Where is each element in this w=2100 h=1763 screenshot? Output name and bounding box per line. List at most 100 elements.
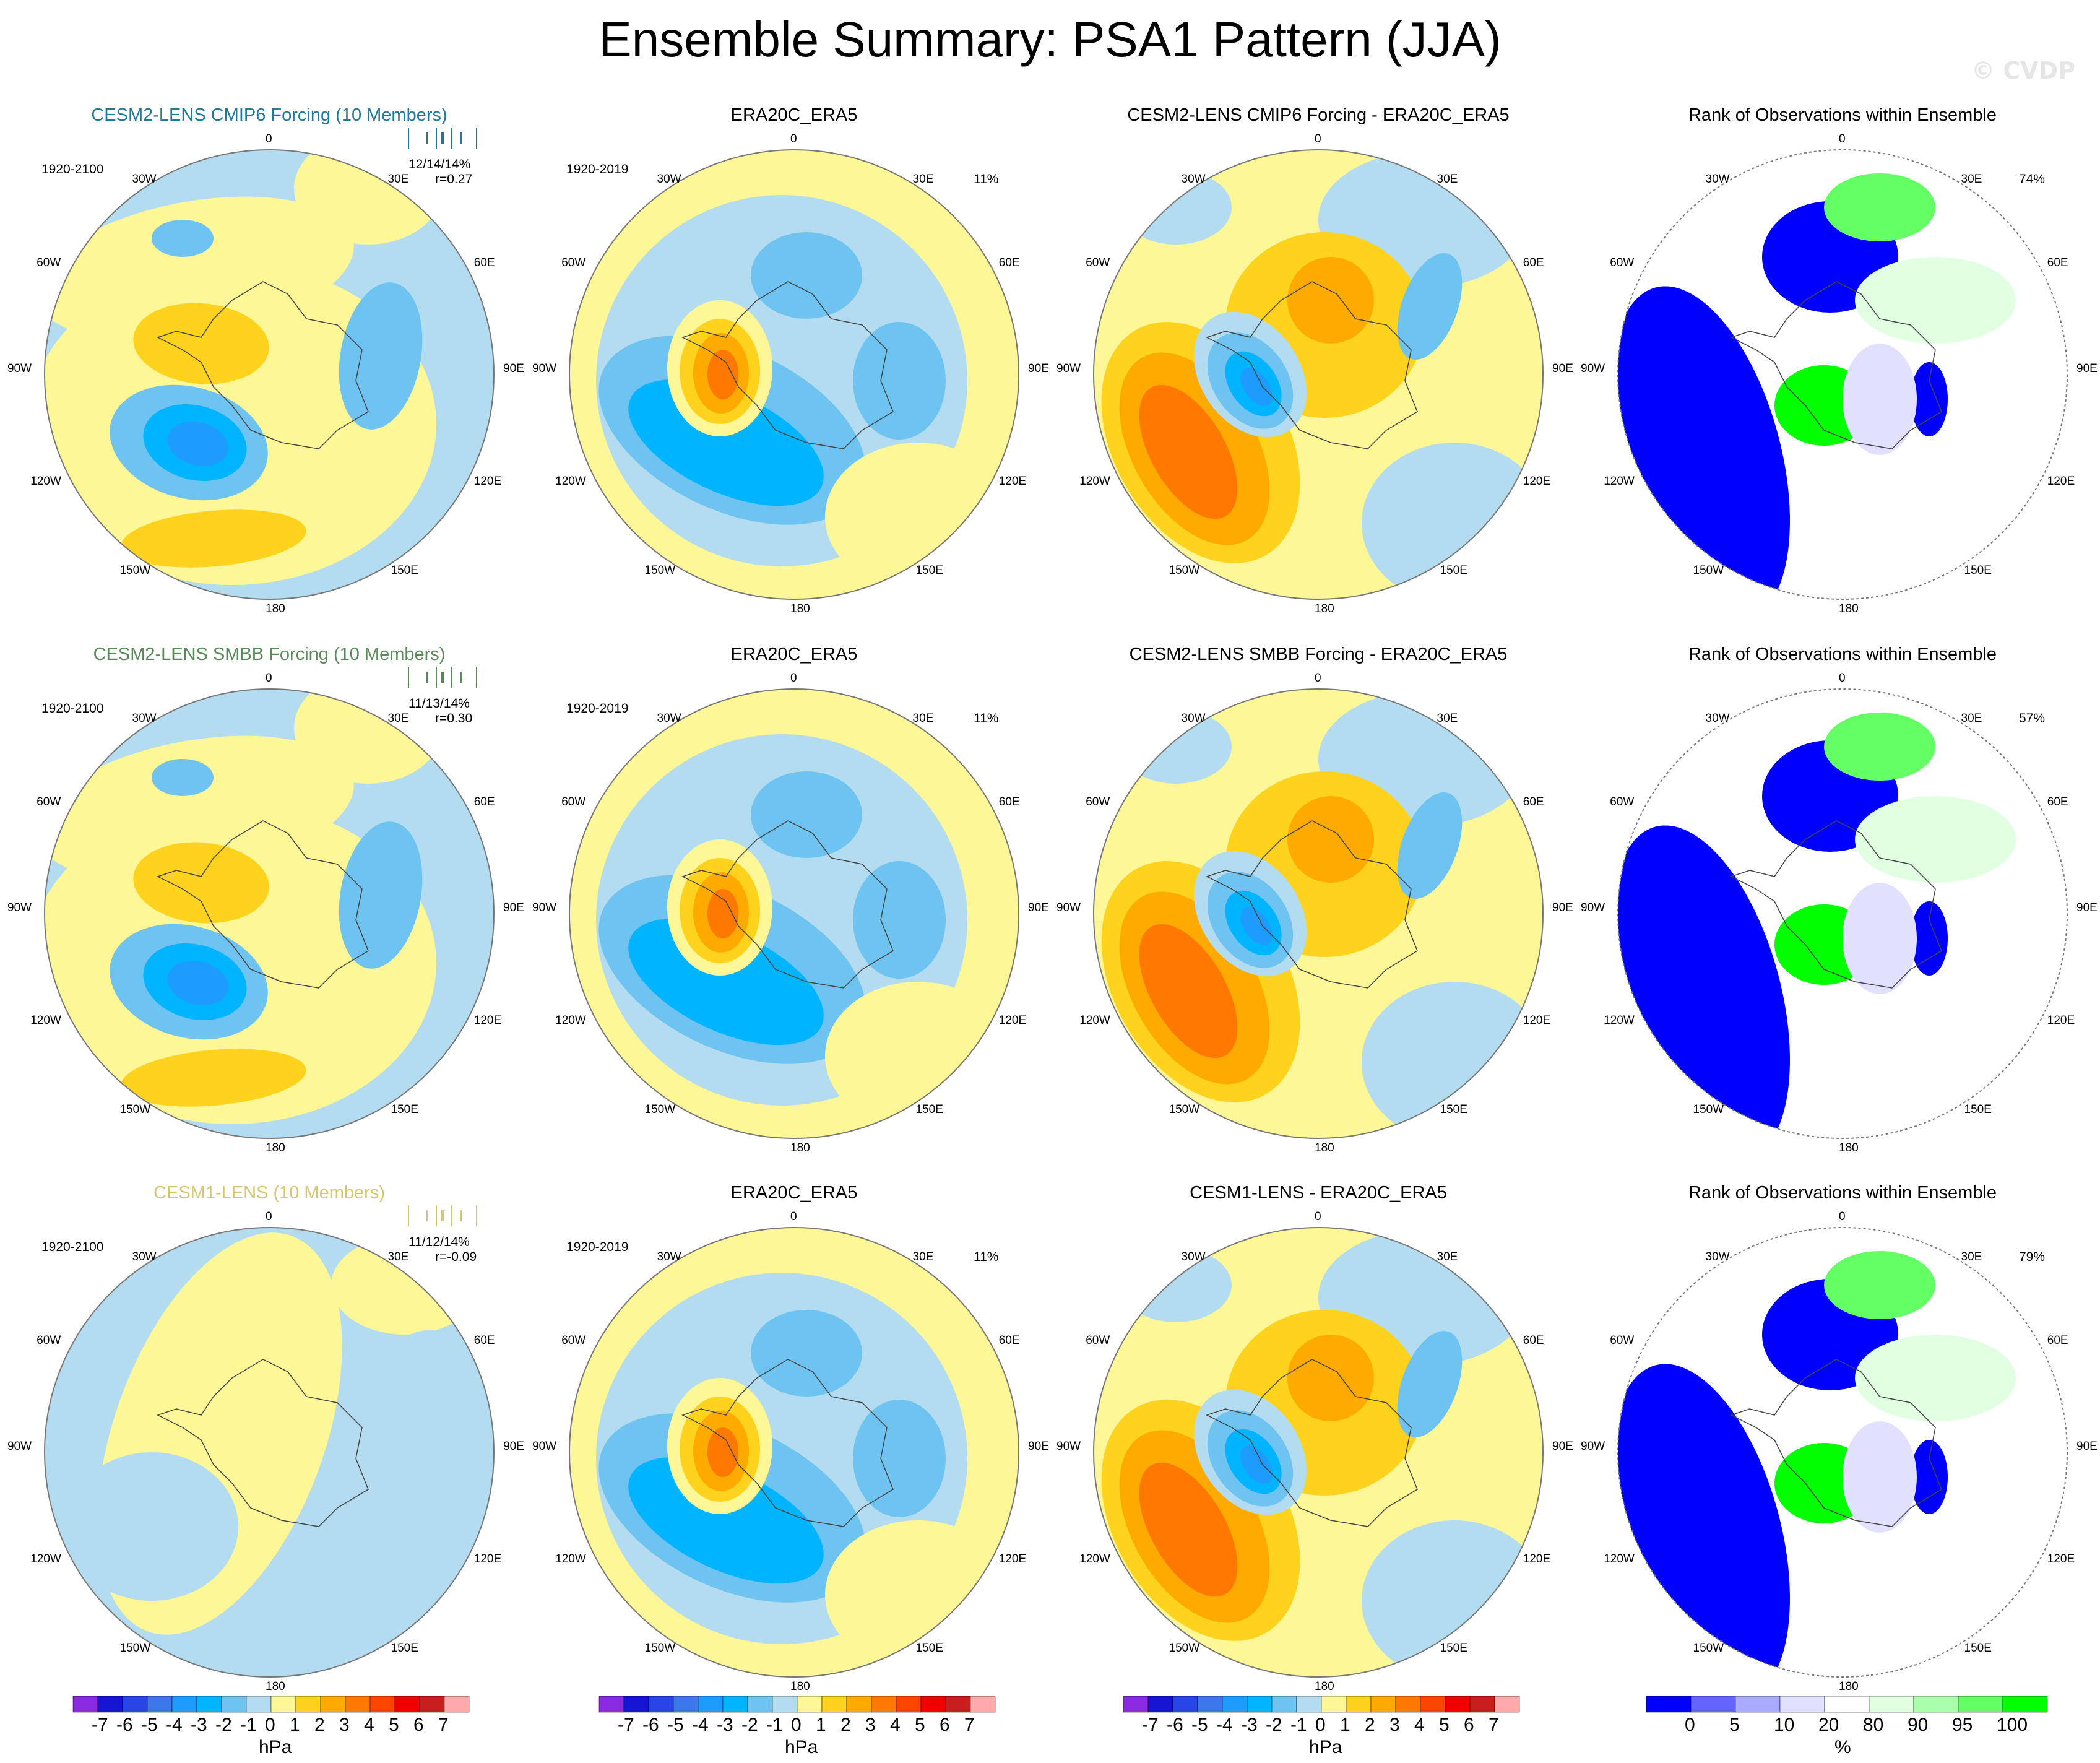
colorbar-3-level: 3	[1389, 1715, 1400, 1735]
lon-label-bottom: 180	[790, 1680, 810, 1693]
lon-label-r150: 150E	[1964, 563, 1992, 577]
colorbar-4-unit: %	[1834, 1737, 1851, 1757]
lon-label-r30: 30E	[1961, 1250, 1982, 1264]
lon-label-bottom: 180	[1839, 1141, 1859, 1154]
lon-label-top: 0	[1315, 1210, 1321, 1223]
lon-label-l60: 60W	[1610, 1333, 1635, 1347]
map-r3-obs	[569, 1227, 1019, 1678]
lon-label-l150: 150W	[1169, 1102, 1200, 1116]
colorbar-3-level: -6	[1167, 1715, 1183, 1735]
colorbar-2	[598, 1696, 996, 1713]
map-r1-rank	[1617, 149, 2068, 600]
colorbar-4-swatch	[2002, 1696, 2048, 1713]
colorbar-3-swatch	[1370, 1696, 1396, 1713]
lon-label-l120: 120W	[1604, 1013, 1635, 1027]
colorbar-4-swatch	[1958, 1696, 2003, 1713]
lon-label-r30: 30E	[912, 712, 934, 726]
lon-label-r120: 120E	[473, 474, 502, 488]
lon-label-r60: 60E	[998, 256, 1020, 269]
colorbar-1-level: -1	[240, 1715, 257, 1735]
colorbar-3-unit: hPa	[1309, 1737, 1342, 1757]
lon-label-l30: 30W	[132, 1250, 157, 1264]
colorbar-3-swatch	[1346, 1696, 1372, 1713]
colorbar-4-level: 95	[1952, 1715, 1973, 1735]
colorbar-3-level: 1	[1340, 1715, 1350, 1735]
lon-label-bottom: 180	[790, 1141, 810, 1154]
lon-label-r150: 150E	[1964, 1641, 1992, 1655]
lon-label-r30: 30E	[1961, 712, 1982, 726]
lon-label-r90: 90E	[1552, 901, 1573, 914]
lon-label-l30: 30W	[657, 1250, 681, 1264]
lon-label-l120: 120W	[1079, 1552, 1110, 1566]
lon-label-r120: 120E	[2047, 1013, 2075, 1027]
lon-label-r60: 60E	[1523, 1333, 1544, 1347]
pct-r1-obs: 11%	[974, 172, 999, 186]
colorbar-2-level: -4	[692, 1715, 709, 1735]
lon-label-r90: 90E	[1552, 1440, 1573, 1453]
lon-label-r30: 30E	[1437, 173, 1458, 186]
member-ticks-r3	[408, 1205, 477, 1226]
lon-label-l60: 60W	[561, 256, 586, 269]
colorbar-2-level: -5	[667, 1715, 684, 1735]
lon-label-r120: 120E	[2047, 1552, 2075, 1566]
lon-label-l150: 150W	[119, 1102, 151, 1116]
lon-label-l60: 60W	[37, 1333, 61, 1347]
lon-label-top: 0	[266, 1210, 272, 1223]
lon-label-l90: 90W	[7, 1440, 32, 1453]
colorbar-1-level: -5	[141, 1715, 158, 1735]
lon-label-l150: 150W	[1693, 1641, 1724, 1655]
lon-label-r30: 30E	[1437, 712, 1458, 726]
lon-label-r60: 60E	[1523, 795, 1544, 808]
colorbar-2-swatch	[821, 1696, 847, 1713]
lon-label-bottom: 180	[1315, 602, 1334, 615]
lon-label-r120: 120E	[473, 1552, 502, 1566]
colorbar-4-swatch	[1913, 1696, 1959, 1713]
lon-label-r120: 120E	[998, 474, 1027, 488]
map-r3-model	[44, 1227, 495, 1678]
colorbar-1-swatch	[72, 1696, 98, 1713]
colorbar-3-level: -5	[1191, 1715, 1208, 1735]
lon-label-r30: 30E	[387, 1250, 409, 1264]
colorbar-1-level: -3	[191, 1715, 207, 1735]
colorbar-3-level: -3	[1241, 1715, 1258, 1735]
lon-label-r60: 60E	[473, 256, 495, 269]
lon-label-l60: 60W	[561, 795, 586, 808]
lon-label-l60: 60W	[37, 795, 61, 808]
colorbar-2-swatch	[871, 1696, 897, 1713]
colorbar-1-swatch	[394, 1696, 420, 1713]
lon-label-r30: 30E	[912, 173, 934, 186]
lon-label-bottom: 180	[266, 1141, 285, 1154]
lon-label-r90: 90E	[2076, 1440, 2098, 1453]
lon-label-r60: 60E	[473, 795, 495, 808]
lon-label-r150: 150E	[391, 563, 418, 577]
pct-r2-rank: 57%	[2019, 711, 2046, 726]
colorbar-2-swatch	[722, 1696, 748, 1713]
lon-label-top: 0	[266, 672, 272, 685]
colorbar-3-swatch	[1123, 1696, 1149, 1713]
lon-label-r150: 150E	[915, 1641, 943, 1655]
lon-label-r120: 120E	[1523, 1552, 1551, 1566]
colorbar-2-swatch	[648, 1696, 674, 1713]
colorbar-4-swatch	[1690, 1696, 1736, 1713]
colorbar-4-swatch	[1735, 1696, 1781, 1713]
lon-label-r30: 30E	[1437, 1250, 1458, 1264]
lon-label-top: 0	[1839, 1210, 1846, 1223]
colorbar-2-swatch	[970, 1696, 996, 1713]
lon-label-l90: 90W	[1581, 362, 1605, 375]
colorbar-1-swatch	[221, 1696, 247, 1713]
lon-label-l90: 90W	[1056, 362, 1081, 375]
lon-label-r120: 120E	[1523, 1013, 1551, 1027]
lon-label-r90: 90E	[503, 362, 524, 375]
lon-label-r120: 120E	[1523, 474, 1551, 488]
colorbar-3-swatch	[1445, 1696, 1471, 1713]
map-r1-diff	[1093, 149, 1544, 600]
colorbar-1-level: 0	[265, 1715, 275, 1735]
colorbar-1-level: 5	[389, 1715, 399, 1735]
colorbar-2-swatch	[797, 1696, 823, 1713]
lon-label-l150: 150W	[119, 1641, 151, 1655]
lon-label-r60: 60E	[998, 1333, 1020, 1347]
lon-label-l30: 30W	[132, 712, 157, 726]
lon-label-l60: 60W	[1086, 795, 1110, 808]
lon-label-l120: 120W	[1079, 1013, 1110, 1027]
colorbar-3-swatch	[1172, 1696, 1198, 1713]
